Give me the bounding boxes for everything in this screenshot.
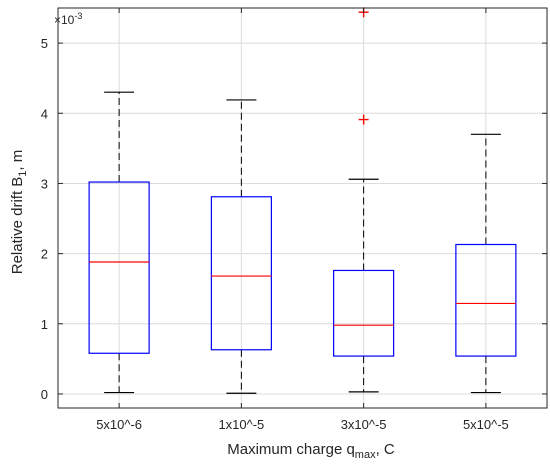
y-tick-label: 4 — [41, 106, 48, 121]
box — [333, 269, 395, 357]
box — [210, 196, 272, 351]
y-tick-label: 5 — [41, 36, 48, 51]
box — [88, 181, 150, 354]
x-tick-label: 1x10^-5 — [218, 417, 264, 432]
y-tick-label: 3 — [41, 176, 48, 191]
grid-lines — [58, 8, 547, 408]
y-tick-label: 0 — [41, 387, 48, 402]
x-tick-label: 5x10^-6 — [96, 417, 142, 432]
box-group — [210, 99, 272, 394]
y-exponent-label: ×10-3 — [54, 11, 82, 27]
box-group — [455, 133, 517, 394]
box — [455, 243, 517, 357]
y-tick-label: 2 — [41, 247, 48, 262]
box-group — [333, 7, 395, 393]
y-tick-label: 1 — [41, 317, 48, 332]
outlier-marker — [358, 114, 369, 125]
y-axis-label: Relative drift B1, m — [9, 150, 29, 275]
box-plot-series — [88, 7, 517, 394]
x-tick-label: 5x10^-5 — [463, 417, 509, 432]
x-axis-label: Maximum charge qmax, C — [227, 441, 395, 461]
box-group — [88, 91, 150, 394]
axes-frame — [57, 7, 548, 409]
x-tick-label: 3x10^-5 — [341, 417, 387, 432]
axes: 0 1 2 3 4 5 5x10^-6 1x10^-5 3x10^-5 5x10^-5 — [41, 7, 548, 432]
